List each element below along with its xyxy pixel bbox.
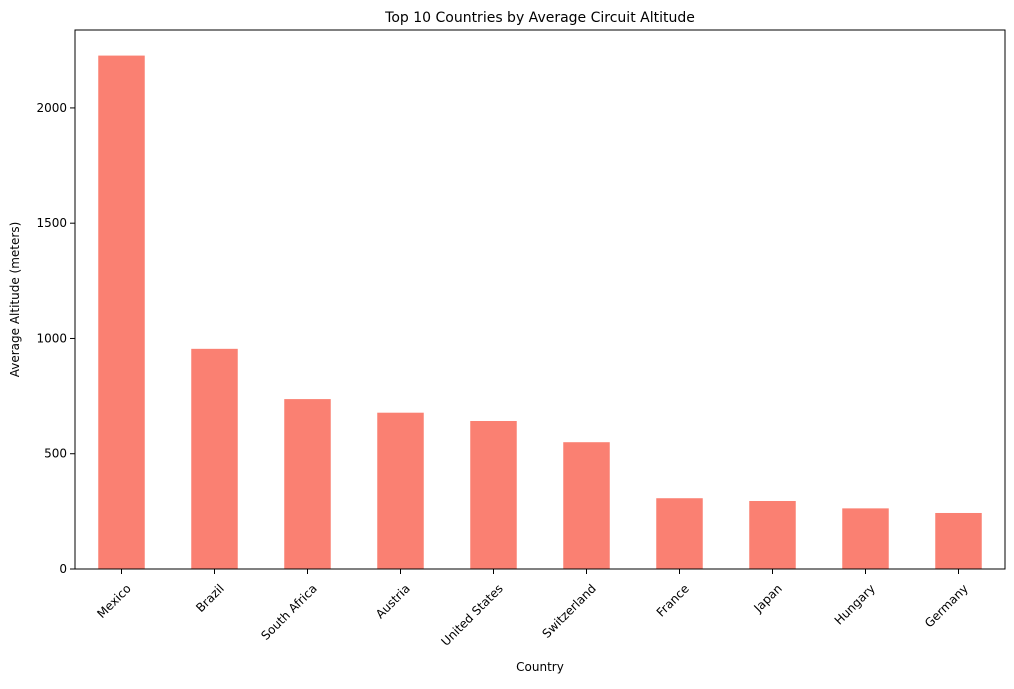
chart-title: Top 10 Countries by Average Circuit Alti… <box>384 10 695 26</box>
bar-hungary <box>842 508 889 569</box>
x-tick-label: Austria <box>373 581 413 621</box>
bars-layer <box>98 55 982 569</box>
bar-germany <box>935 512 982 569</box>
x-tick-label: Brazil <box>193 581 227 615</box>
bar-austria <box>377 412 424 569</box>
x-axis-label: Country <box>516 660 564 674</box>
bar-south-africa <box>284 399 331 569</box>
y-tick-label: 1500 <box>36 216 67 230</box>
plot-frame <box>74 29 1006 570</box>
x-tick-label: South Africa <box>258 581 319 642</box>
y-tick-label: 2000 <box>36 101 67 115</box>
x-tick-label: Mexico <box>94 581 134 621</box>
bar-japan <box>749 500 796 569</box>
bar-united-states <box>470 420 517 569</box>
bar-brazil <box>191 348 238 569</box>
x-tick-label: France <box>654 581 692 619</box>
y-tick-label: 1000 <box>36 331 67 345</box>
y-tick-label: 500 <box>44 447 67 461</box>
x-tick-label: United States <box>438 581 505 648</box>
x-tick-label: Switzerland <box>539 581 598 640</box>
bar-switzerland <box>563 442 610 569</box>
x-tick-label: Hungary <box>832 581 878 627</box>
bar-mexico <box>98 55 145 569</box>
y-axis-label: Average Altitude (meters) <box>8 222 22 378</box>
x-tick-label: Germany <box>922 581 971 630</box>
x-tick-label: Japan <box>751 581 785 615</box>
y-tick-label: 0 <box>59 562 67 576</box>
bar-france <box>656 498 703 569</box>
x-axis: Mexico Brazil South Africa Austria United St… <box>94 569 971 649</box>
y-axis: 0 500 1000 1500 2000 <box>36 101 75 576</box>
